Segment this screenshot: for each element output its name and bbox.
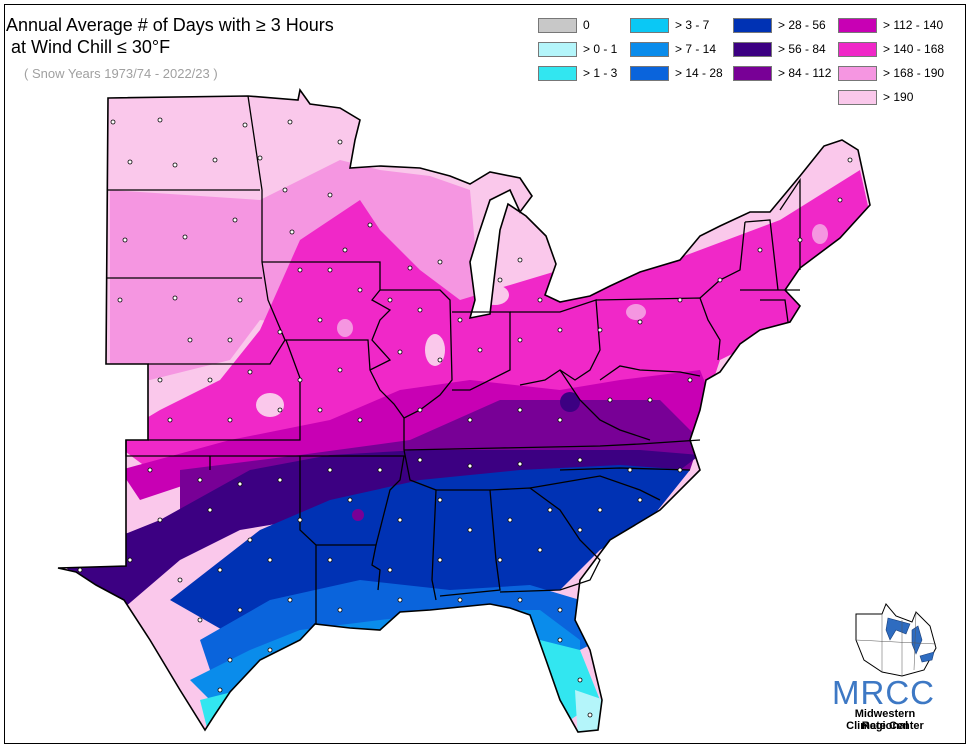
midwest-region-icon bbox=[855, 603, 937, 677]
legend-label-8: > 84 - 112 bbox=[778, 66, 832, 80]
map-subtitle: ( Snow Years 1973/74 - 2022/23 ) bbox=[24, 66, 218, 81]
legend-swatch-2 bbox=[538, 66, 577, 81]
legend-label-1: > 0 - 1 bbox=[583, 42, 618, 56]
map-title: Annual Average # of Days with ≥ 3 Hours … bbox=[6, 14, 334, 58]
legend-swatch-5 bbox=[630, 66, 669, 81]
legend-swatch-8 bbox=[733, 66, 772, 81]
legend-swatch-12 bbox=[838, 90, 877, 105]
legend-label-7: > 56 - 84 bbox=[778, 42, 826, 56]
legend-swatch-11 bbox=[838, 66, 877, 81]
legend-label-11: > 168 - 190 bbox=[883, 66, 945, 80]
logo-line-2: Climate Center bbox=[846, 720, 924, 732]
legend: 0 > 0 - 1 > 1 - 3 > 3 - 7 > 7 - 14 > 14 … bbox=[538, 18, 958, 118]
legend-swatch-3 bbox=[630, 18, 669, 33]
legend-label-0: 0 bbox=[583, 18, 590, 32]
legend-swatch-1 bbox=[538, 42, 577, 57]
legend-swatch-6 bbox=[733, 18, 772, 33]
legend-label-5: > 14 - 28 bbox=[675, 66, 723, 80]
legend-swatch-10 bbox=[838, 42, 877, 57]
title-line-2: at Wind Chill ≤ 30°F bbox=[6, 37, 171, 57]
mrcc-logo: MRCC Midwestern Regional Climate Center bbox=[830, 600, 960, 735]
legend-label-12: > 190 bbox=[883, 90, 914, 104]
legend-label-10: > 140 - 168 bbox=[883, 42, 945, 56]
legend-swatch-4 bbox=[630, 42, 669, 57]
legend-label-6: > 28 - 56 bbox=[778, 18, 826, 32]
legend-label-4: > 7 - 14 bbox=[675, 42, 717, 56]
legend-label-2: > 1 - 3 bbox=[583, 66, 618, 80]
legend-label-3: > 3 - 7 bbox=[675, 18, 710, 32]
logo-line-1: Midwestern Regional bbox=[854, 708, 916, 732]
station-markers bbox=[77, 117, 853, 718]
legend-label-9: > 112 - 140 bbox=[883, 18, 944, 32]
legend-swatch-9 bbox=[838, 18, 877, 33]
legend-swatch-0 bbox=[538, 18, 577, 33]
logo-mark: MRCC bbox=[832, 674, 935, 711]
title-line-1: Annual Average # of Days with ≥ 3 Hours bbox=[6, 15, 334, 35]
legend-swatch-7 bbox=[733, 42, 772, 57]
